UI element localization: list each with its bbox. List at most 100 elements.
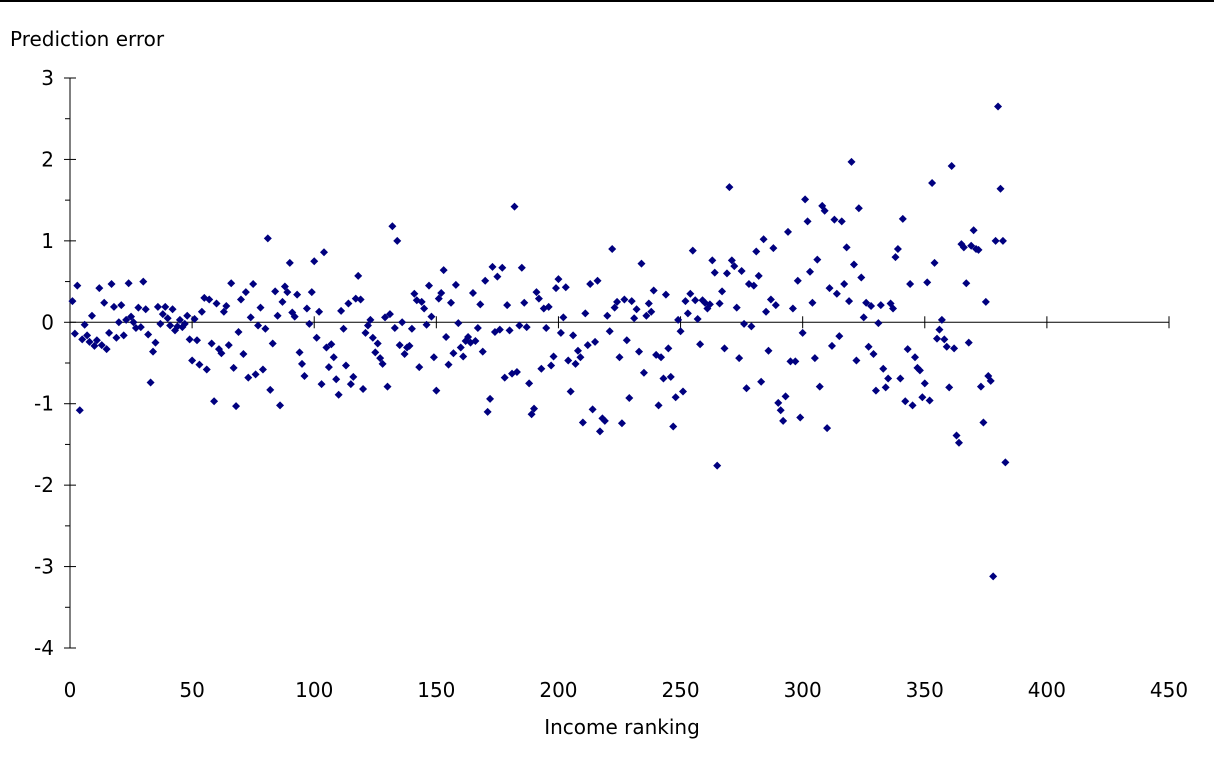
data-point	[879, 364, 888, 373]
data-point	[547, 361, 556, 370]
data-point	[954, 438, 963, 447]
data-point	[554, 275, 563, 284]
data-point	[674, 315, 683, 324]
data-point	[73, 281, 82, 290]
data-point	[232, 402, 241, 411]
data-point	[808, 298, 817, 307]
data-point	[842, 243, 851, 252]
data-point	[295, 348, 304, 357]
data-point	[134, 303, 143, 312]
data-point	[559, 313, 568, 322]
data-point	[911, 353, 920, 362]
data-point	[361, 328, 370, 337]
data-point	[544, 302, 553, 311]
data-point	[356, 295, 365, 304]
data-point	[180, 319, 189, 328]
x-tick-label: 250	[661, 678, 699, 702]
data-point	[644, 299, 653, 308]
data-point	[542, 323, 551, 332]
data-point	[183, 311, 192, 320]
data-point	[603, 311, 612, 320]
data-point	[368, 333, 377, 342]
data-point	[920, 379, 929, 388]
data-point	[781, 392, 790, 401]
data-point	[595, 427, 604, 436]
data-point	[996, 184, 1005, 193]
data-point	[671, 393, 680, 402]
data-point	[273, 311, 282, 320]
data-point	[473, 323, 482, 332]
data-point	[351, 294, 360, 303]
data-point	[664, 344, 673, 353]
data-point	[762, 307, 771, 316]
data-point	[417, 297, 426, 306]
data-point	[932, 334, 941, 343]
data-point	[876, 301, 885, 310]
data-point	[188, 356, 197, 365]
data-point	[278, 297, 287, 306]
data-point	[893, 245, 902, 253]
data-point	[791, 357, 800, 366]
data-point	[552, 284, 561, 293]
data-point	[131, 323, 140, 332]
data-point	[630, 314, 639, 323]
data-point	[319, 248, 328, 257]
data-point	[859, 313, 868, 322]
data-point	[974, 245, 983, 254]
data-point	[715, 299, 724, 308]
data-point	[385, 310, 394, 319]
data-point	[610, 303, 619, 312]
data-point	[366, 315, 375, 324]
data-point	[285, 258, 294, 267]
data-point	[632, 305, 641, 314]
data-point	[678, 387, 687, 396]
data-point	[635, 347, 644, 356]
data-point	[766, 295, 775, 304]
data-point	[205, 295, 214, 304]
data-point	[989, 572, 998, 581]
data-point	[705, 300, 714, 309]
data-point	[344, 299, 353, 308]
data-point	[569, 331, 578, 340]
y-tick-label: -3	[34, 555, 54, 579]
data-point	[290, 312, 299, 321]
data-point	[605, 327, 614, 336]
data-point	[959, 243, 968, 252]
x-tick-label: 0	[64, 678, 77, 702]
data-point	[92, 336, 101, 345]
data-point	[503, 301, 512, 310]
y-tick-label: -2	[34, 473, 54, 497]
data-point	[109, 302, 118, 311]
data-point	[613, 297, 622, 306]
data-point	[322, 343, 331, 352]
data-point	[456, 343, 465, 352]
data-point	[329, 353, 338, 362]
data-point	[354, 271, 363, 280]
data-point	[185, 335, 194, 344]
data-point	[832, 289, 841, 298]
data-point	[884, 374, 893, 383]
data-point	[512, 367, 521, 376]
data-point	[835, 332, 844, 341]
axes-group	[64, 77, 1170, 649]
data-point	[534, 294, 543, 303]
data-point	[869, 350, 878, 359]
data-point	[437, 288, 446, 297]
data-point	[962, 279, 971, 288]
data-point	[691, 296, 700, 305]
data-point	[141, 305, 150, 314]
data-point	[481, 276, 490, 285]
data-point	[774, 398, 783, 407]
data-point	[840, 280, 849, 289]
data-point	[923, 278, 932, 287]
data-point	[363, 321, 372, 330]
data-point	[400, 350, 409, 359]
data-point	[666, 372, 675, 381]
data-point	[786, 357, 795, 366]
data-point	[747, 322, 756, 331]
data-point	[576, 353, 585, 362]
data-point	[852, 356, 861, 365]
tick-labels-group: -4 -3 -2 -1 0 1 2 3 0 50 100 150 200 250 300 350 400 450	[34, 66, 1188, 702]
data-point	[298, 359, 307, 368]
